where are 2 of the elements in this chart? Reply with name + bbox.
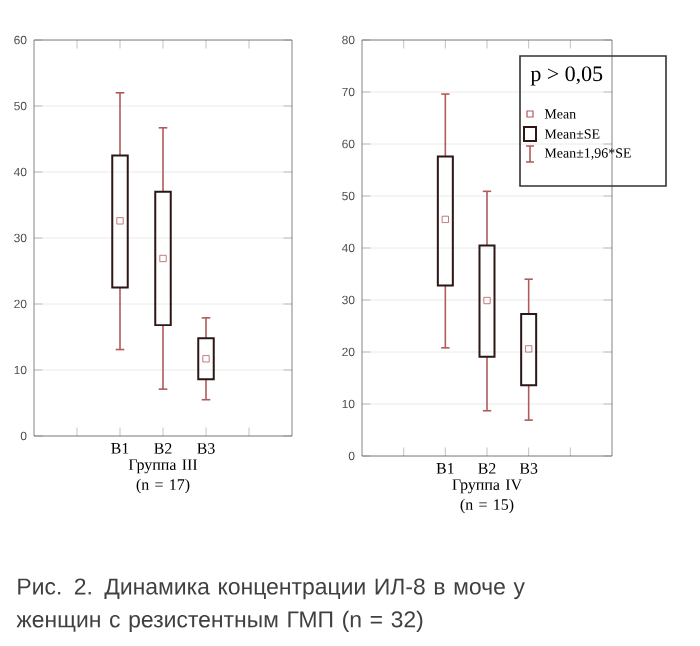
text: Рис. 2. Динамика концентрации ИЛ-8 в моче у женщин с резистентным ГМП (n = 32) [16,578,525,633]
legend-title: p > 0,05 [530,66,603,86]
